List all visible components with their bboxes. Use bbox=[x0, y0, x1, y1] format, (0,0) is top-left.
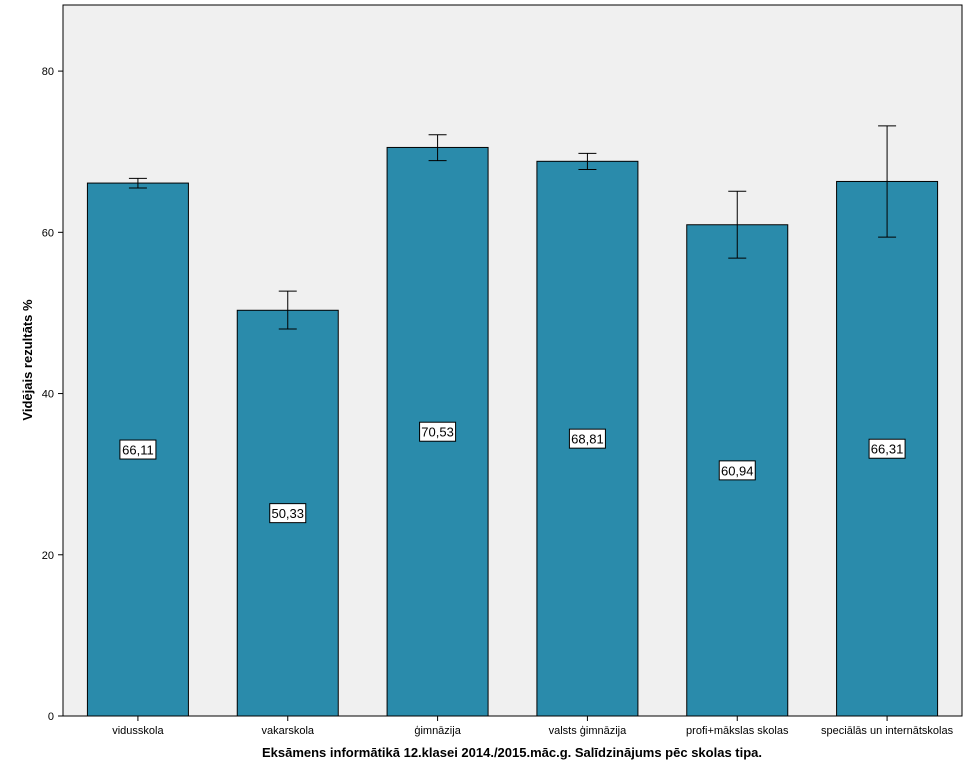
error-bars bbox=[128, 125, 897, 330]
data-label-box-5 bbox=[868, 438, 906, 459]
y-tick-label-0: 0 bbox=[48, 711, 54, 723]
x-tick-label-1: vakarskola bbox=[261, 725, 314, 737]
data-label-box-3 bbox=[568, 428, 606, 449]
data-label-2: 70,53 bbox=[421, 425, 454, 440]
y-tick-label-3: 60 bbox=[42, 227, 54, 239]
x-tick-label-0: vidusskola bbox=[112, 725, 164, 737]
y-axis-title: Vidējais rezultāts % bbox=[20, 299, 35, 421]
x-tick-label-4: profi+mākslas skolas bbox=[686, 725, 789, 737]
data-label-box-4 bbox=[718, 460, 756, 481]
y-axis: 0 20 40 60 80 bbox=[42, 66, 63, 723]
data-label-box-2 bbox=[419, 421, 457, 442]
data-label-box-0 bbox=[119, 439, 157, 460]
x-tick-label-2: ģimnāzija bbox=[414, 724, 461, 737]
x-tick-label-5: speciālās un internātskolas bbox=[821, 725, 954, 737]
x-axis-title: Eksāmens informātikā 12.klasei 2014./201… bbox=[262, 745, 762, 760]
y-tick-label-1: 20 bbox=[42, 550, 54, 562]
data-label-5: 66,31 bbox=[871, 442, 904, 457]
x-axis: vidusskola vakarskola ģimnāzija valsts ģimn… bbox=[112, 716, 954, 737]
x-tick-label-3: valsts ģimnāzija bbox=[549, 724, 628, 737]
data-label-4: 60,94 bbox=[721, 463, 754, 478]
data-label-0: 66,11 bbox=[122, 443, 154, 458]
data-labels: 66,11 50,33 70,53 68,81 60,94 66,31 bbox=[119, 421, 906, 524]
data-label-3: 68,81 bbox=[571, 432, 604, 447]
y-tick-label-2: 40 bbox=[42, 389, 54, 401]
y-tick-label-4: 80 bbox=[42, 66, 54, 78]
bars bbox=[86, 146, 939, 717]
data-label-box-1 bbox=[269, 503, 307, 524]
plot-area bbox=[62, 4, 963, 717]
data-label-1: 50,33 bbox=[271, 506, 304, 521]
